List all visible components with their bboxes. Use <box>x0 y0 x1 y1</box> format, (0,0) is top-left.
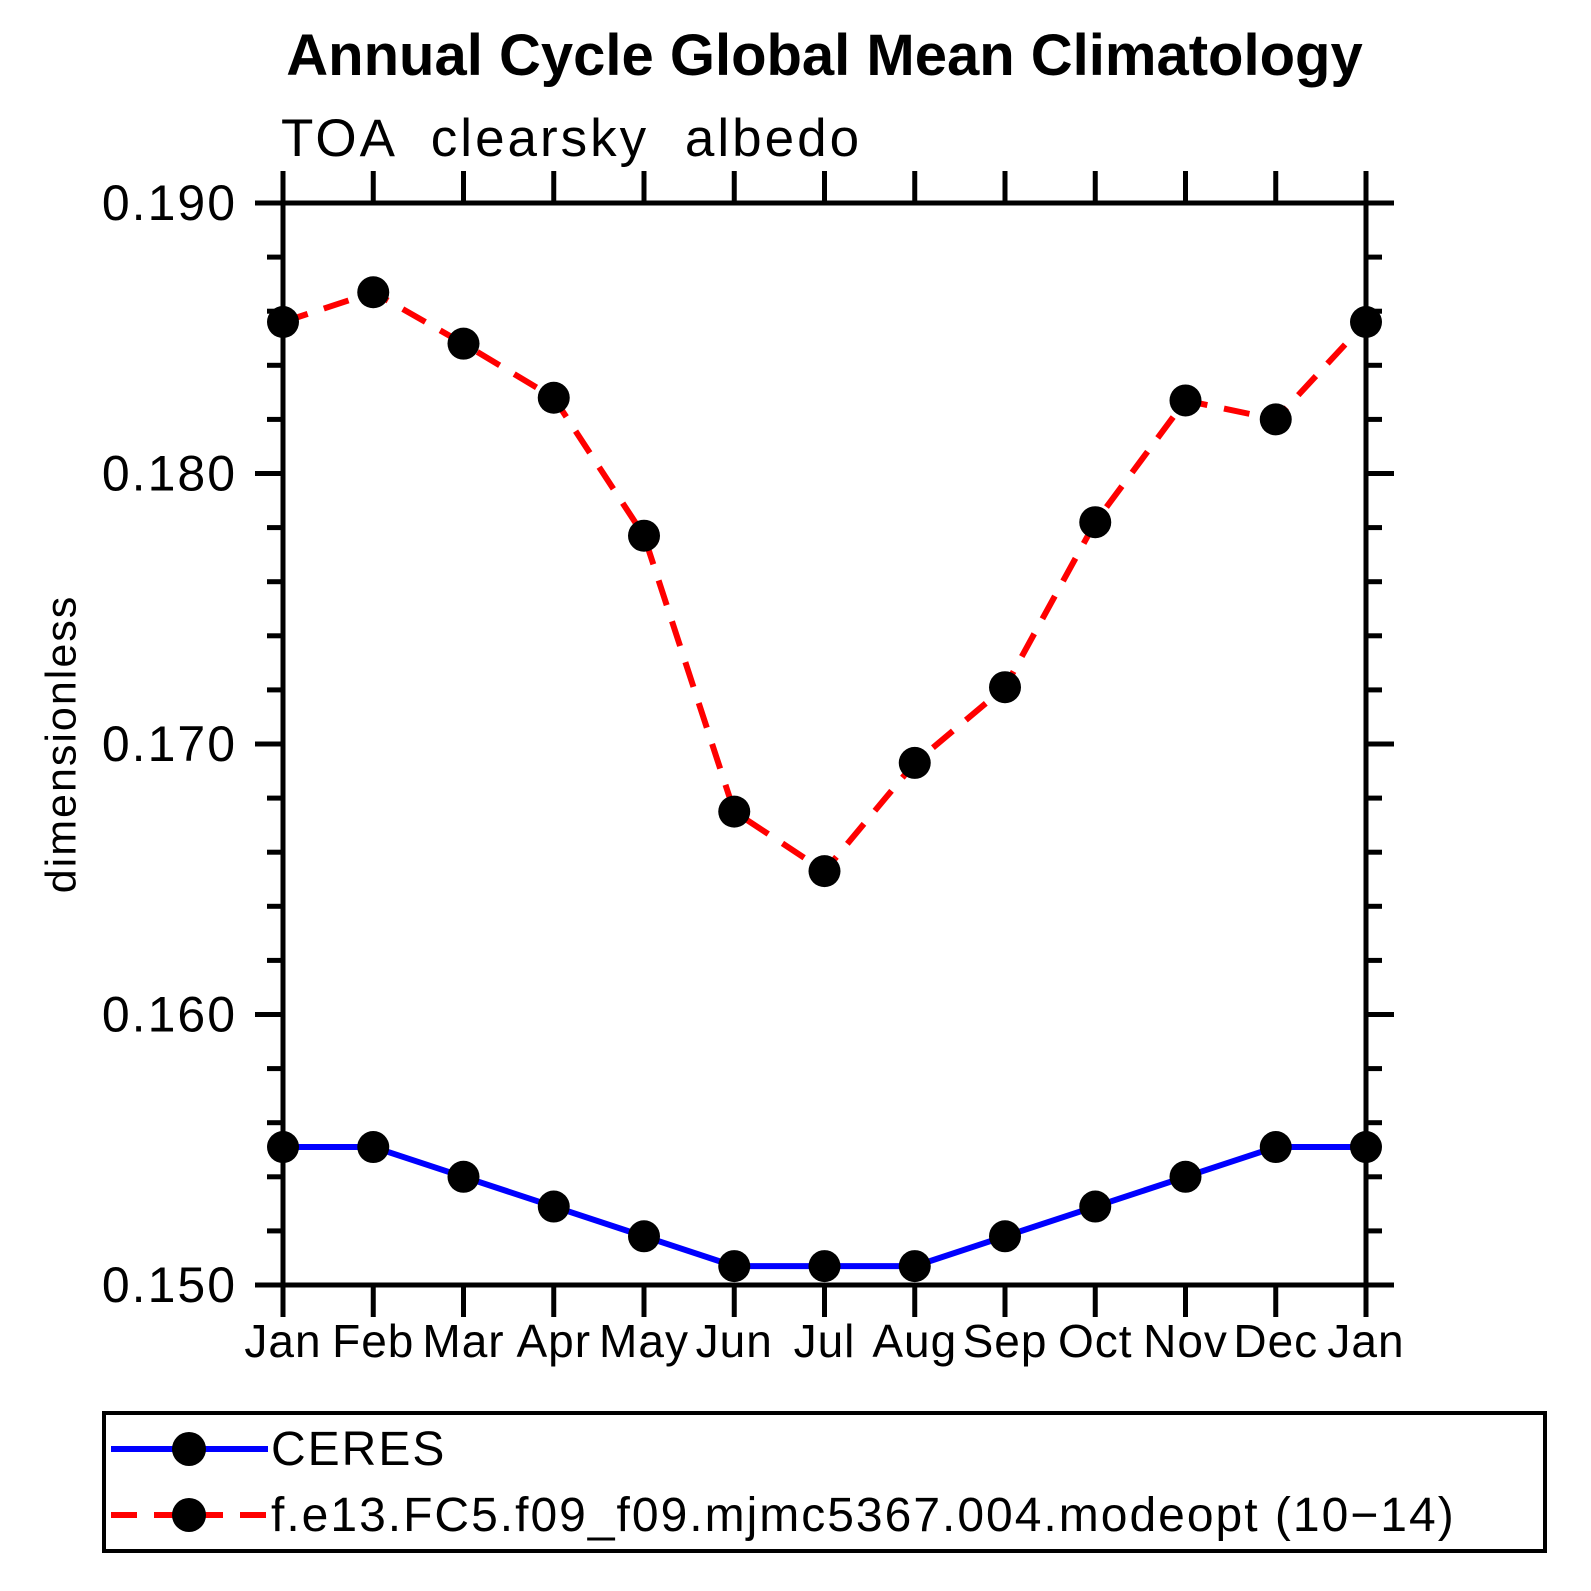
ceres-marker-icon <box>172 1432 206 1466</box>
legend-item-ceres: CERES <box>108 1417 1543 1481</box>
legend: CERES f.e13.FC5.f09_f09.mjmc5367.004.mod… <box>102 1411 1547 1553</box>
y-tick-label: 0.180 <box>102 446 237 502</box>
ceres-line-sample <box>111 1432 268 1466</box>
data-point <box>447 1160 480 1193</box>
data-point <box>447 327 480 360</box>
data-point <box>357 276 390 309</box>
data-point <box>718 795 751 828</box>
x-tick-label: Jan <box>244 1315 321 1367</box>
x-tick-label: Sep <box>963 1315 1048 1367</box>
chart-title: Annual Cycle Global Mean Climatology <box>286 23 1363 88</box>
data-point <box>628 519 660 552</box>
x-tick-label: Jan <box>1327 1315 1404 1367</box>
data-point <box>537 381 570 414</box>
x-tick-label: Aug <box>872 1315 957 1367</box>
data-point <box>718 1250 751 1283</box>
model-line-sample <box>111 1498 268 1532</box>
data-point <box>989 671 1021 704</box>
series-line-1 <box>282 288 1369 876</box>
x-tick-label: May <box>599 1315 689 1367</box>
legend-item-model: f.e13.FC5.f09_f09.mjmc5367.004.modeopt (… <box>108 1483 1543 1547</box>
x-tick-label: Oct <box>1058 1315 1133 1367</box>
data-point <box>1259 403 1292 436</box>
data-point <box>537 1190 570 1223</box>
data-point <box>898 746 931 779</box>
data-point <box>357 1131 390 1164</box>
x-tick-label: Nov <box>1143 1315 1228 1367</box>
y-tick-label: 0.150 <box>102 1257 237 1313</box>
data-point <box>989 1220 1021 1253</box>
model-marker-icon <box>172 1498 206 1532</box>
data-point <box>898 1250 931 1283</box>
data-point <box>628 1220 660 1253</box>
x-tick-label: Jul <box>794 1315 856 1367</box>
data-point <box>1259 1131 1292 1164</box>
series-line-0 <box>283 1144 1366 1270</box>
x-tick-label: Dec <box>1233 1315 1318 1367</box>
y-tick-label: 0.160 <box>102 987 237 1043</box>
data-point <box>808 1250 841 1283</box>
data-point <box>1350 306 1382 339</box>
x-tick-label: Apr <box>516 1315 591 1367</box>
data-point <box>267 306 299 339</box>
data-point <box>1169 1160 1202 1193</box>
legend-label-model: f.e13.FC5.f09_f09.mjmc5367.004.modeopt (… <box>271 1488 1456 1542</box>
x-tick-label: Feb <box>332 1315 414 1367</box>
data-point <box>1079 506 1112 539</box>
y-tick-label: 0.170 <box>102 716 237 772</box>
data-point <box>267 1131 299 1164</box>
x-tick-label: Mar <box>422 1315 504 1367</box>
legend-label-ceres: CERES <box>271 1422 447 1476</box>
y-tick-label: 0.190 <box>102 175 237 231</box>
data-point <box>1169 384 1202 417</box>
data-point <box>808 855 841 888</box>
data-point <box>1079 1190 1112 1223</box>
chart-subtitle: TOA clearsky albedo <box>281 109 863 168</box>
x-tick-label: Jun <box>696 1315 773 1367</box>
data-point <box>1350 1131 1382 1164</box>
